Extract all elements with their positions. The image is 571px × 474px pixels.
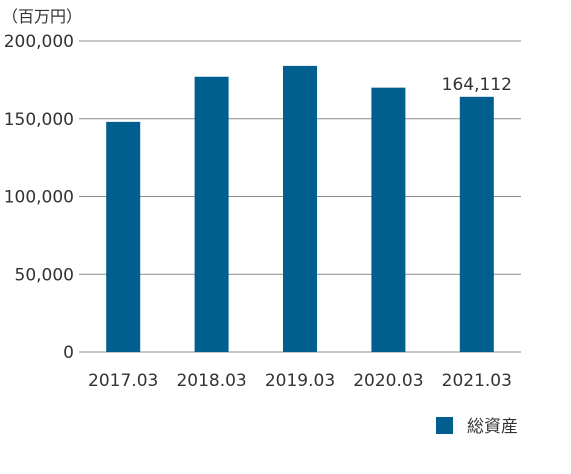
y-tick-label: 50,000	[15, 265, 74, 285]
bar	[371, 87, 406, 353]
x-tick-label: 2017.03	[88, 371, 158, 391]
x-tick-label: 2018.03	[176, 371, 246, 391]
legend-label: 総資産	[467, 417, 518, 437]
bars	[106, 65, 494, 353]
y-tick-label: 100,000	[4, 188, 74, 208]
y-axis-ticks: 0 50,000 100,000 150,000 200,000	[4, 32, 74, 363]
data-labels: 164,112	[442, 75, 512, 95]
x-axis-ticks: 2017.03 2018.03 2019.03 2020.03 2021.03	[88, 371, 512, 391]
y-tick-label: 200,000	[4, 32, 74, 52]
bar	[106, 121, 141, 352]
x-tick-label: 2020.03	[353, 371, 423, 391]
bar	[283, 65, 317, 352]
x-tick-label: 2021.03	[442, 371, 512, 391]
x-tick-label: 2019.03	[265, 371, 335, 391]
bar	[459, 96, 494, 352]
unit-label: （百万円）	[2, 7, 82, 26]
legend: 総資産	[436, 417, 518, 437]
y-tick-label: 150,000	[4, 110, 74, 130]
data-label: 164,112	[442, 75, 512, 95]
y-tick-label: 0	[63, 343, 74, 363]
legend-swatch	[436, 417, 453, 434]
bar	[194, 76, 229, 352]
